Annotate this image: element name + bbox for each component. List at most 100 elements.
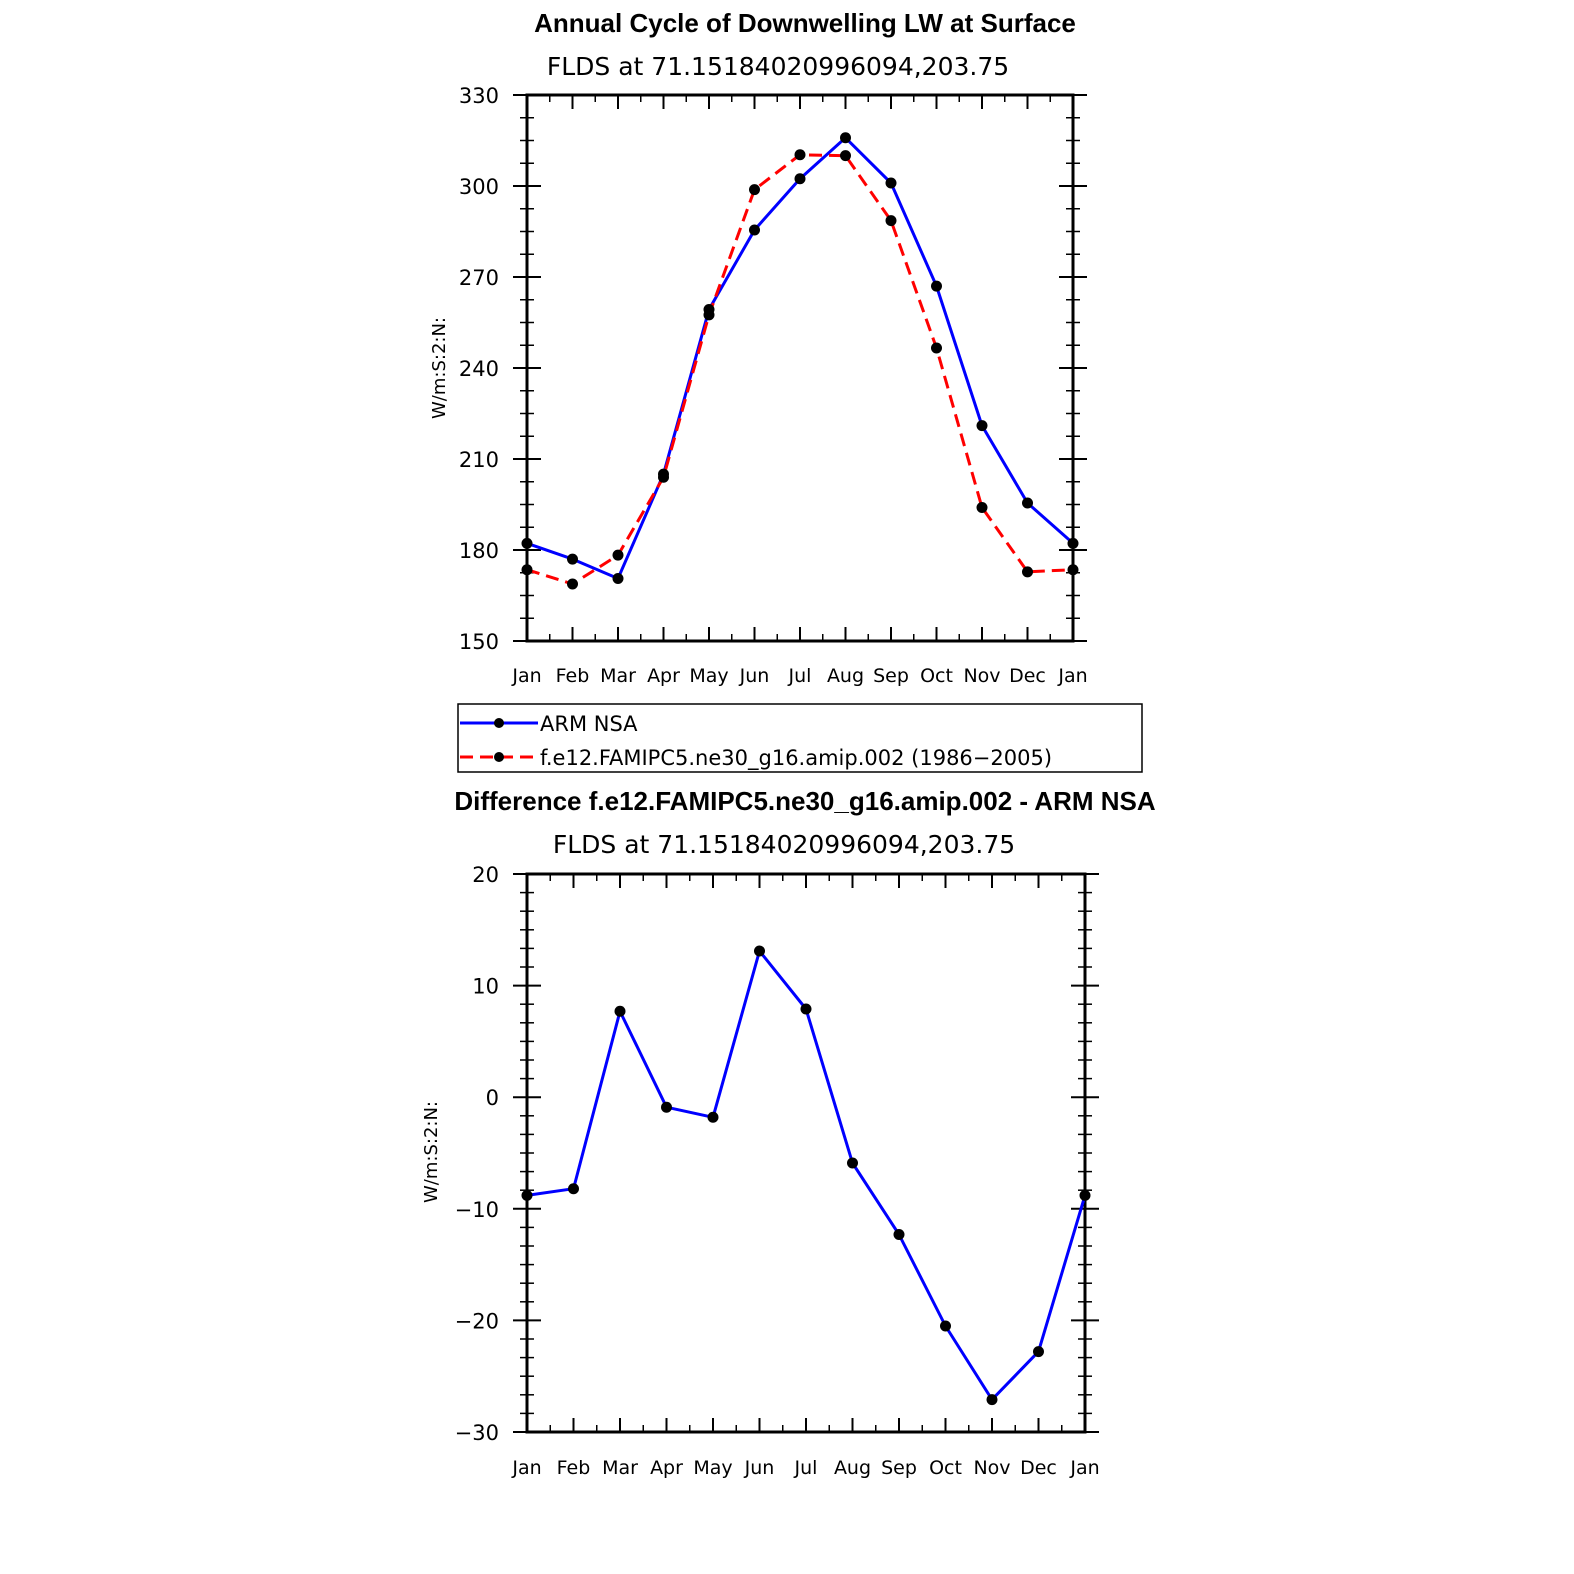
- data-point: [658, 471, 669, 483]
- data-point: [568, 1183, 579, 1195]
- x-tick-label: Dec: [1009, 665, 1046, 687]
- chart-difference: Difference f.e12.FAMIPC5.ne30_g16.amip.0…: [421, 786, 1156, 1479]
- y-tick-labels: −30 −20 −10 0 10 20: [455, 863, 499, 1445]
- legend-box: [457, 703, 1143, 773]
- y-tick-label: −20: [455, 1309, 499, 1333]
- x-tick-label: Jun: [744, 1457, 775, 1479]
- y-tick-label: 240: [459, 357, 499, 381]
- data-point: [1033, 1346, 1044, 1358]
- x-tick-label: May: [693, 1457, 732, 1479]
- data-point: [1022, 497, 1033, 509]
- data-point: [940, 1320, 951, 1332]
- data-point: [749, 224, 760, 236]
- y-tick-label: 330: [459, 84, 499, 108]
- data-point: [521, 1189, 533, 1201]
- series-line-0: [526, 136, 1074, 580]
- x-tick-label: Mar: [600, 665, 636, 687]
- x-tick-label: Aug: [827, 665, 864, 687]
- x-tick-label: Jul: [788, 665, 812, 687]
- x-tick-label: Jan: [1057, 665, 1087, 687]
- y-tick-label: 270: [459, 266, 499, 290]
- legend-marker-arm-nsa: [494, 718, 504, 728]
- data-point: [612, 573, 624, 585]
- data-point: [885, 215, 897, 227]
- y-axis-label: W/m:S:2:N:: [421, 1101, 442, 1203]
- data-point: [840, 150, 851, 162]
- data-point: [521, 564, 533, 576]
- y-tick-label: 210: [459, 448, 499, 472]
- y-tick-label: 150: [459, 630, 499, 654]
- plot-frame: [525, 872, 1087, 1434]
- legend: ARM NSA f.e12.FAMIPC5.ne30_g16.amip.002 …: [457, 703, 1143, 773]
- data-point: [986, 1394, 998, 1406]
- y-tick-label: 20: [472, 863, 499, 887]
- chart-title: Annual Cycle of Downwelling LW at Surfac…: [534, 8, 1076, 38]
- x-tick-label: Jan: [1069, 1457, 1099, 1479]
- data-point: [931, 280, 942, 292]
- x-tick-label: Jan: [511, 665, 541, 687]
- data-point: [1067, 564, 1079, 576]
- x-tick-labels: Jan Feb Mar Apr May Jun Jul Aug Sep Oct Nov Dec Jan: [511, 1457, 1099, 1479]
- x-tick-label: Dec: [1020, 1457, 1057, 1479]
- data-point: [800, 1003, 812, 1015]
- y-tick-label: 300: [459, 175, 499, 199]
- data-point: [1079, 1189, 1091, 1201]
- y-tick-labels: 150 180 210 240 270 300 330: [459, 84, 499, 654]
- x-tick-label: May: [689, 665, 728, 687]
- legend-marker-model: [494, 752, 504, 762]
- x-tick-label: Jun: [739, 665, 770, 687]
- series-lines: [526, 949, 1087, 1402]
- chart-subtitle: FLDS at 71.15184020996094,203.75: [553, 830, 1015, 859]
- data-point: [567, 578, 578, 590]
- x-tick-label: Apr: [650, 1457, 683, 1479]
- data-point: [931, 342, 942, 354]
- data-point: [521, 537, 533, 549]
- series-points: [521, 132, 1079, 590]
- data-point: [840, 132, 851, 144]
- x-tick-labels: Jan Feb Mar Apr May Jun Jul Aug Sep Oct Nov Dec Jan: [511, 665, 1087, 687]
- chart-subtitle: FLDS at 71.15184020996094,203.75: [547, 52, 1009, 81]
- data-point: [847, 1157, 858, 1169]
- y-tick-label: 10: [472, 975, 499, 999]
- chart-title: Difference f.e12.FAMIPC5.ne30_g16.amip.0…: [454, 786, 1156, 816]
- y-tick-label: −10: [455, 1198, 499, 1222]
- y-tick-label: 0: [486, 1086, 499, 1110]
- x-tick-label: Nov: [973, 1457, 1010, 1479]
- x-tick-label: Nov: [963, 665, 1000, 687]
- series-line-0: [526, 949, 1087, 1402]
- series-line-1: [526, 153, 1074, 586]
- series-lines: [526, 136, 1074, 586]
- data-point: [614, 1005, 626, 1017]
- data-point: [893, 1228, 905, 1240]
- chart-annual-cycle: Annual Cycle of Downwelling LW at Surfac…: [429, 8, 1088, 687]
- series-points: [521, 945, 1091, 1406]
- data-point: [612, 549, 624, 561]
- data-point: [707, 1111, 719, 1123]
- data-point: [976, 502, 988, 514]
- legend-label-model: f.e12.FAMIPC5.ne30_g16.amip.002 (1986−20…: [540, 746, 1052, 771]
- x-tick-label: Oct: [920, 665, 953, 687]
- data-point: [749, 184, 760, 196]
- x-tick-label: Sep: [873, 665, 909, 687]
- x-tick-label: Sep: [881, 1457, 917, 1479]
- data-point: [661, 1101, 672, 1113]
- axis-ticks: [513, 873, 1099, 1433]
- y-tick-label: −30: [455, 1421, 499, 1445]
- plot-frame: [525, 93, 1075, 643]
- data-point: [567, 553, 578, 565]
- x-tick-label: Aug: [834, 1457, 871, 1479]
- legend-label-arm-nsa: ARM NSA: [540, 712, 638, 736]
- data-point: [754, 945, 765, 957]
- x-tick-label: Jan: [511, 1457, 541, 1479]
- data-point: [976, 420, 988, 432]
- x-tick-label: Feb: [556, 665, 590, 687]
- x-tick-label: Jul: [794, 1457, 818, 1479]
- x-tick-label: Apr: [647, 665, 680, 687]
- x-tick-label: Mar: [602, 1457, 638, 1479]
- y-axis-label: W/m:S:2:N:: [429, 317, 450, 419]
- data-point: [1067, 537, 1079, 549]
- data-point: [794, 149, 806, 161]
- data-point: [703, 309, 715, 321]
- x-tick-label: Feb: [557, 1457, 591, 1479]
